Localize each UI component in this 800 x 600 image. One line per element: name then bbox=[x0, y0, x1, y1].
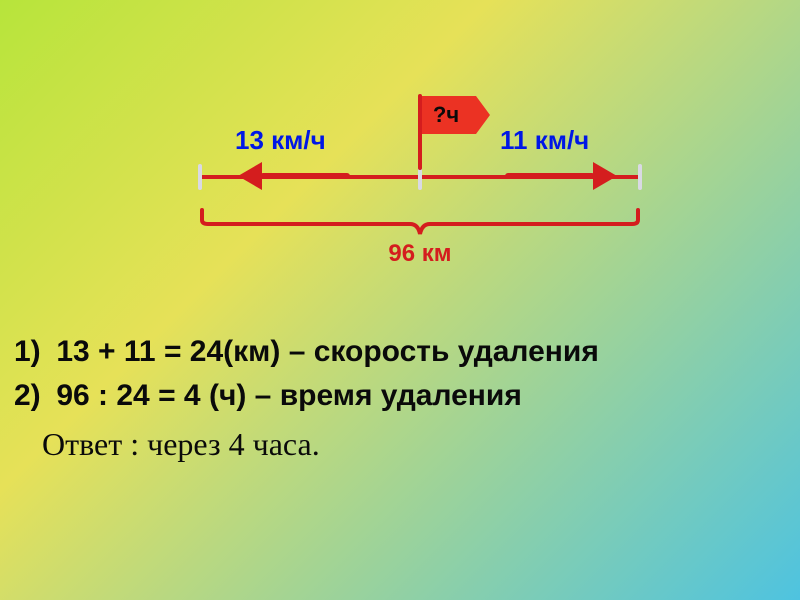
arrow-right-shaft bbox=[505, 173, 595, 179]
arrow-right-head-icon bbox=[593, 162, 617, 190]
solution-block: 1) 13 + 11 = 24(км) – скорость удаления … bbox=[14, 330, 599, 467]
arrow-left bbox=[240, 160, 350, 166]
arrow-right bbox=[505, 160, 615, 166]
arrow-left-shaft bbox=[260, 173, 350, 179]
distance-brace-icon bbox=[200, 208, 640, 238]
solution-line-2: 2) 96 : 24 = 4 (ч) – время удаления bbox=[14, 374, 599, 418]
flag-notch-icon bbox=[476, 96, 490, 134]
speed-right-label: 11 км/ч bbox=[500, 125, 589, 156]
speed-left-label: 13 км/ч bbox=[235, 125, 326, 156]
distance-label: 96 км bbox=[200, 240, 640, 268]
solution-line-1-text: 13 + 11 = 24(км) – скорость удаления bbox=[56, 335, 599, 368]
tick-left bbox=[198, 164, 202, 190]
solution-line-1-num: 1) bbox=[14, 330, 48, 374]
answer-text: Ответ : через 4 часа. bbox=[42, 421, 599, 467]
arrow-left-head-icon bbox=[238, 162, 262, 190]
solution-line-1: 1) 13 + 11 = 24(км) – скорость удаления bbox=[14, 330, 599, 374]
flag-label: ?ч bbox=[422, 96, 476, 134]
motion-diagram: 13 км/ч 11 км/ч ?ч 96 км bbox=[200, 90, 640, 270]
tick-right bbox=[638, 164, 642, 190]
solution-line-2-text: 96 : 24 = 4 (ч) – время удаления bbox=[56, 379, 522, 412]
solution-line-2-num: 2) bbox=[14, 374, 48, 418]
